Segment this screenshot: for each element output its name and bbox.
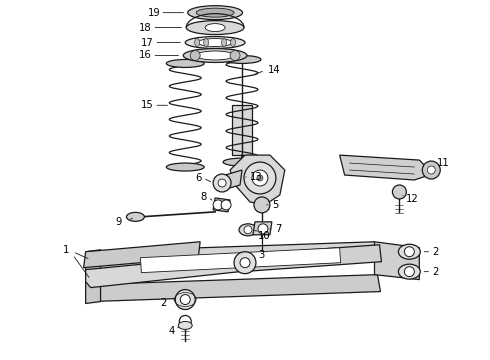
Ellipse shape <box>197 39 233 46</box>
Ellipse shape <box>398 264 420 279</box>
Circle shape <box>422 161 440 179</box>
Text: 10: 10 <box>258 231 270 241</box>
Ellipse shape <box>223 55 261 63</box>
Ellipse shape <box>178 321 192 329</box>
Ellipse shape <box>188 6 243 20</box>
Polygon shape <box>253 222 272 235</box>
Text: 7: 7 <box>275 224 281 234</box>
Circle shape <box>213 174 231 192</box>
Polygon shape <box>86 250 100 303</box>
Ellipse shape <box>196 8 234 17</box>
Text: 14: 14 <box>268 66 281 76</box>
Polygon shape <box>86 242 377 270</box>
Circle shape <box>244 162 276 194</box>
Polygon shape <box>340 155 429 180</box>
Circle shape <box>392 185 406 199</box>
Text: 1: 1 <box>63 245 69 255</box>
Text: 6: 6 <box>195 173 201 183</box>
Circle shape <box>258 224 268 234</box>
Polygon shape <box>223 170 242 190</box>
Circle shape <box>179 315 191 328</box>
Ellipse shape <box>196 51 234 60</box>
Ellipse shape <box>166 59 204 67</box>
Text: 2: 2 <box>160 297 167 307</box>
Polygon shape <box>86 255 240 288</box>
Ellipse shape <box>126 212 145 221</box>
Ellipse shape <box>239 224 257 236</box>
Circle shape <box>175 289 195 310</box>
Ellipse shape <box>190 50 200 60</box>
Circle shape <box>244 226 252 234</box>
Text: 5: 5 <box>272 200 278 210</box>
Ellipse shape <box>204 39 209 46</box>
Ellipse shape <box>195 39 200 46</box>
Ellipse shape <box>185 37 245 49</box>
Circle shape <box>180 294 190 305</box>
Text: 2: 2 <box>432 267 439 276</box>
Ellipse shape <box>231 39 236 46</box>
Text: 9: 9 <box>116 217 122 227</box>
Polygon shape <box>230 155 285 205</box>
Text: 11: 11 <box>437 158 450 168</box>
Text: 16: 16 <box>138 50 151 60</box>
Ellipse shape <box>221 39 226 46</box>
Ellipse shape <box>230 50 240 60</box>
Ellipse shape <box>223 158 261 166</box>
Text: 12: 12 <box>405 194 418 204</box>
Circle shape <box>254 197 270 213</box>
Circle shape <box>240 258 250 268</box>
Ellipse shape <box>398 244 420 259</box>
Circle shape <box>221 200 231 210</box>
Polygon shape <box>84 242 200 268</box>
Circle shape <box>252 170 268 186</box>
Text: 4: 4 <box>168 327 174 336</box>
Ellipse shape <box>183 49 247 62</box>
Circle shape <box>257 175 263 181</box>
Circle shape <box>218 179 226 187</box>
Polygon shape <box>240 245 382 272</box>
Text: 3: 3 <box>258 250 264 260</box>
Circle shape <box>234 252 256 274</box>
Polygon shape <box>213 198 230 212</box>
Text: 19: 19 <box>148 8 161 18</box>
Polygon shape <box>374 242 419 280</box>
Ellipse shape <box>205 24 225 32</box>
Ellipse shape <box>166 163 204 171</box>
Circle shape <box>427 166 435 174</box>
Text: 15: 15 <box>141 100 153 110</box>
Polygon shape <box>232 105 252 155</box>
Circle shape <box>213 200 223 210</box>
Text: 17: 17 <box>141 37 153 48</box>
Text: 8: 8 <box>200 192 206 202</box>
Ellipse shape <box>186 21 244 35</box>
Polygon shape <box>89 275 380 302</box>
Circle shape <box>404 247 415 257</box>
Circle shape <box>404 267 415 276</box>
Text: 13: 13 <box>250 172 263 182</box>
Text: 2: 2 <box>432 247 439 257</box>
Text: 18: 18 <box>138 23 151 33</box>
Polygon shape <box>141 248 341 273</box>
